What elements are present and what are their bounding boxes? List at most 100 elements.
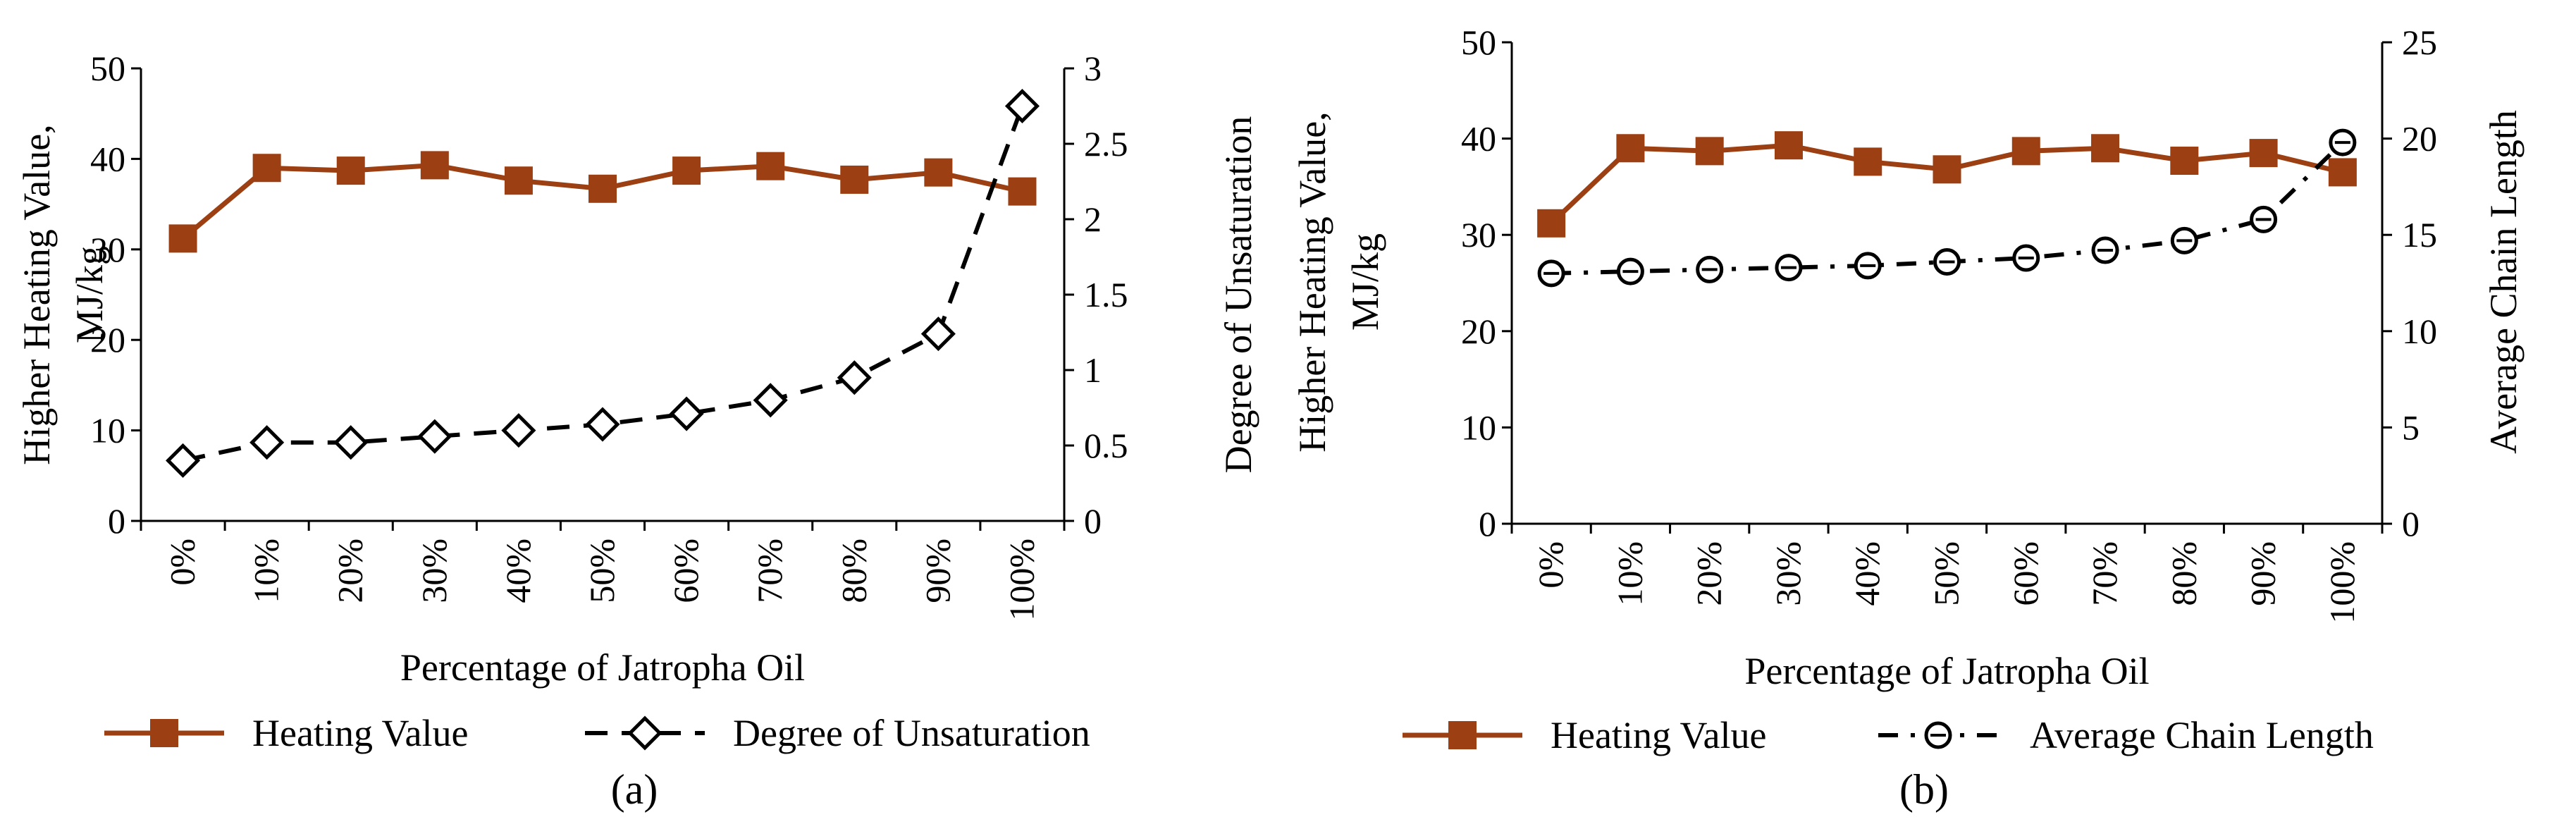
data-point-square (1008, 177, 1037, 206)
right-tick-label: 2 (1084, 199, 1102, 239)
data-point-square (1695, 137, 1724, 166)
x-tick-label: 60% (666, 539, 705, 603)
data-point-square (672, 156, 701, 185)
right-tick-label: 0.5 (1084, 426, 1128, 465)
legend-label: Average Chain Length (2030, 714, 2374, 756)
legend-marker-heating-value (150, 719, 178, 747)
data-point-square (504, 166, 533, 195)
left-tick-label: 50 (90, 49, 125, 88)
right-tick-label: 20 (2402, 119, 2437, 159)
left-tick-label: 30 (1461, 215, 1496, 254)
data-point-diamond (417, 419, 452, 454)
data-point-diamond (333, 425, 369, 460)
data-point-square (1933, 155, 1961, 184)
x-tick-label: 20% (331, 539, 370, 603)
y-axis-title-left: MJ/kg (1344, 233, 1386, 331)
x-tick-label: 0% (1531, 541, 1570, 589)
data-point-diamond (920, 316, 956, 352)
left-tick-label: 20 (1461, 312, 1496, 351)
legend-label: Degree of Unsaturation (733, 712, 1090, 754)
right-tick-label: 0 (1084, 501, 1102, 541)
x-tick-label: 40% (1847, 541, 1887, 606)
legend-label: Heating Value (252, 712, 468, 754)
data-point-square (2170, 147, 2199, 176)
left-tick-label: 0 (108, 501, 125, 541)
x-tick-label: 70% (750, 539, 789, 603)
data-point-diamond (669, 396, 704, 431)
data-point-square (2249, 139, 2278, 168)
legend-marker-secondary (627, 715, 663, 751)
x-tick-label: 20% (1689, 541, 1729, 606)
x-tick-label: 80% (834, 539, 873, 603)
y-axis-title-right: Degree of Unsaturation (1217, 116, 1259, 474)
data-point-square (2011, 137, 2040, 166)
right-tick-label: 0 (2402, 504, 2420, 543)
left-tick-label: 50 (1461, 23, 1496, 62)
legend-label: Heating Value (1551, 714, 1766, 756)
x-tick-label: 80% (2164, 541, 2203, 606)
x-tick-label: 60% (2006, 541, 2045, 606)
data-point-square (168, 224, 197, 253)
x-tick-label: 90% (2243, 541, 2283, 606)
data-point-square (756, 152, 785, 180)
left-tick-label: 30 (90, 230, 125, 269)
data-point-square (1616, 134, 1645, 163)
left-tick-label: 10 (1461, 407, 1496, 447)
data-point-diamond (501, 413, 536, 448)
data-point-square (588, 174, 617, 203)
panel-label: (a) (611, 766, 658, 813)
left-tick-label: 40 (90, 139, 125, 178)
x-tick-label: 50% (1927, 541, 1966, 606)
right-tick-label: 10 (2402, 312, 2437, 351)
right-tick-label: 5 (2402, 407, 2420, 447)
y-axis-title-left: Higher Heating Value, (1291, 111, 1333, 452)
x-axis-title: Percentage of Jatropha Oil (400, 646, 805, 689)
data-point-square (2091, 134, 2120, 163)
right-tick-label: 1.5 (1084, 275, 1128, 314)
x-tick-label: 70% (2085, 541, 2124, 606)
y-axis-title-left: Higher Heating Value, (16, 124, 58, 465)
x-tick-label: 10% (1610, 541, 1649, 606)
data-point-square (840, 165, 869, 194)
x-tick-label: 100% (1002, 539, 1041, 621)
data-point-square (336, 156, 365, 185)
right-tick-label: 15 (2402, 215, 2437, 254)
data-point-diamond (249, 425, 285, 460)
right-tick-label: 25 (2402, 23, 2437, 62)
x-tick-label: 30% (414, 539, 454, 603)
legend-marker-heating-value (1448, 721, 1477, 749)
right-tick-label: 1 (1084, 350, 1102, 390)
data-point-diamond (753, 383, 788, 418)
panel-label: (b) (1899, 766, 1949, 813)
x-tick-label: 100% (2322, 541, 2362, 624)
x-tick-label: 10% (247, 539, 286, 603)
data-point-square (1537, 209, 1566, 238)
right-tick-label: 2.5 (1084, 124, 1128, 164)
left-tick-label: 40 (1461, 119, 1496, 159)
data-point-square (252, 154, 281, 183)
left-tick-label: 10 (90, 411, 125, 450)
x-tick-label: 40% (498, 539, 538, 603)
data-point-square (1774, 131, 1803, 160)
y-axis-title-left: MJ/kg (68, 246, 111, 343)
data-point-square (924, 158, 953, 187)
x-axis-title: Percentage of Jatropha Oil (1744, 650, 2149, 692)
data-point-diamond (585, 407, 620, 442)
data-point-square (1854, 147, 1882, 176)
chart-panel-b: 0 10 20 30 40 50 0 5 10 15 20 25 0% 10% 20% 30% 40% 50% 60… (1291, 23, 2525, 813)
data-point-square (2328, 158, 2357, 187)
data-point-diamond (837, 360, 872, 395)
right-tick-label: 3 (1084, 49, 1102, 88)
data-point-diamond (166, 443, 201, 478)
x-tick-label: 90% (918, 539, 957, 603)
left-tick-label: 0 (1479, 504, 1496, 543)
left-tick-label: 20 (90, 320, 125, 359)
x-tick-label: 30% (1768, 541, 1808, 606)
data-point-square (420, 151, 449, 180)
data-point-diamond (1004, 88, 1040, 124)
x-tick-label: 0% (163, 539, 202, 586)
y-axis-title-right: Average Chain Length (2482, 110, 2525, 454)
